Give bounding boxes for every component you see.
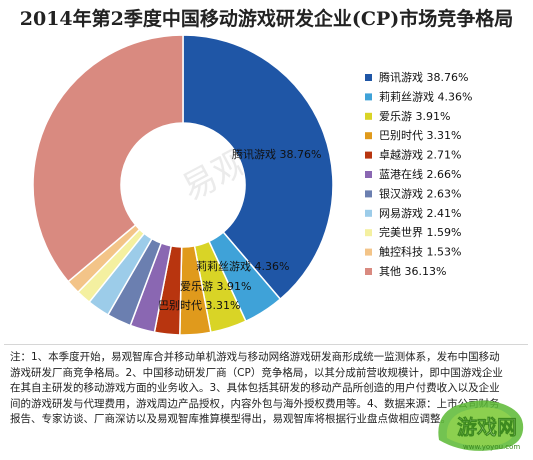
logo-text: 游戏网 bbox=[457, 415, 517, 439]
legend-swatch-3 bbox=[365, 112, 372, 120]
donut-slices bbox=[32, 34, 334, 336]
slice-label-2: 莉莉丝游戏 4.36% bbox=[196, 260, 289, 273]
note-divider bbox=[4, 344, 528, 453]
legend-swatch-9 bbox=[365, 229, 372, 237]
legend-swatch-11 bbox=[365, 268, 372, 275]
legend-entry-1: 腾讯游戏 38.76% bbox=[379, 70, 468, 84]
legend-entry-8: 网易游戏 2.41% bbox=[379, 207, 461, 220]
legend-entry-11: 其他 36.13% bbox=[379, 265, 446, 278]
legend-swatch-5 bbox=[365, 151, 372, 159]
footnote: 注：1、本季度开始，易观智库合并移动单机游戏与移动网络游戏研发商形成统一监测体系… bbox=[10, 351, 503, 425]
logo-url: www.yoyou.com bbox=[463, 443, 520, 451]
slice-labels: 腾讯游戏 38.76% 莉莉丝游戏 4.36% 爱乐游 3.91% 巴别时代 3.31… bbox=[158, 147, 321, 312]
legend-swatch-6 bbox=[365, 171, 372, 178]
legend-swatch-7 bbox=[365, 190, 372, 198]
legend-entry-6: 蓝港在线 2.66% bbox=[379, 167, 461, 181]
donut-chart-svg: 易观智库 腾讯游戏 38.76%莉莉丝游戏 4.36%爱乐游 3.91%巴别时代… bbox=[32, 34, 472, 336]
legend-swatch-4 bbox=[365, 132, 372, 140]
legend-entry-10: 触控科技 1.53% bbox=[379, 245, 461, 259]
legend: 腾讯游戏 38.76% 莉莉丝游戏 4.36% 爱乐游 3.91% 巴别时代 3.31… bbox=[365, 70, 472, 278]
logo-graphic: 游戏网 www.yoyou.com bbox=[438, 400, 524, 451]
chart-title: 2014年第2季度中国移动游戏研发企业(CP)市场竞争格局 bbox=[19, 8, 514, 30]
logo-blob-inner bbox=[446, 407, 516, 447]
slice-label-1: 腾讯游戏 38.76% bbox=[232, 147, 321, 161]
site-logo: 游戏网 www.yoyou.com bbox=[433, 396, 531, 456]
slice-label-4: 巴别时代 3.31% bbox=[158, 299, 240, 312]
legend-entry-2: 莉莉丝游戏 4.36% bbox=[379, 90, 472, 103]
slice-11 bbox=[32, 34, 184, 283]
legend-swatch-1 bbox=[365, 74, 372, 81]
legend-entry-5: 卓越游戏 2.71% bbox=[379, 148, 461, 162]
legend-swatch-10 bbox=[365, 248, 372, 256]
legend-swatch-2 bbox=[365, 93, 372, 101]
legend-entry-4: 巴别时代 3.31% bbox=[379, 129, 461, 142]
legend-entry-3: 爱乐游 3.91% bbox=[379, 110, 450, 123]
donut-chart: 易观智库 腾讯游戏 38.76%莉莉丝游戏 4.36%爱乐游 3.91%巴别时代… bbox=[32, 34, 472, 336]
slice-label-3: 爱乐游 3.91% bbox=[180, 280, 251, 293]
legend-swatch-8 bbox=[365, 209, 372, 217]
legend-entry-7: 银汉游戏 2.63% bbox=[379, 186, 461, 200]
legend-entry-9: 完美世界 1.59% bbox=[379, 225, 461, 239]
slice-1 bbox=[182, 34, 334, 301]
